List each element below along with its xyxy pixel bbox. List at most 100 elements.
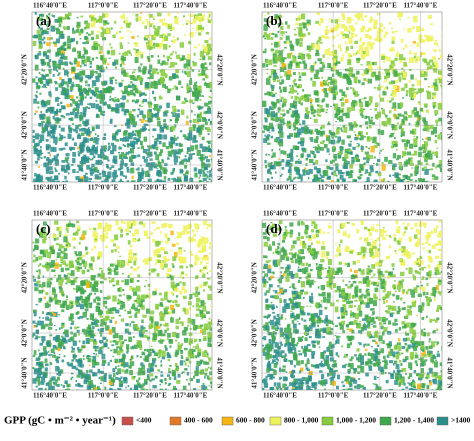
vegetation-patch: [281, 79, 284, 83]
vegetation-patch: [310, 78, 312, 81]
vegetation-patch: [351, 74, 355, 78]
vegetation-patch: [52, 134, 54, 136]
vegetation-patch: [116, 220, 119, 225]
vegetation-patch: [85, 80, 88, 83]
vegetation-patch: [78, 333, 80, 336]
vegetation-patch: [264, 293, 266, 296]
vegetation-patch: [42, 127, 45, 131]
vegetation-patch: [282, 105, 284, 108]
vegetation-patch: [166, 237, 168, 239]
vegetation-patch: [393, 144, 397, 147]
vegetation-patch: [71, 39, 74, 42]
vegetation-patch: [96, 362, 100, 365]
vegetation-patch: [273, 70, 276, 73]
vegetation-patch: [96, 35, 99, 40]
vegetation-patch: [160, 364, 162, 367]
vegetation-patch: [353, 281, 357, 284]
vegetation-patch: [121, 158, 123, 160]
vegetation-patch: [336, 336, 340, 339]
vegetation-patch: [80, 385, 84, 387]
vegetation-patch: [111, 165, 114, 167]
vegetation-patch: [152, 136, 154, 137]
vegetation-patch: [208, 106, 211, 110]
vegetation-patch: [73, 358, 75, 360]
vegetation-patch: [46, 75, 48, 77]
vegetation-patch: [94, 246, 96, 247]
vegetation-patch: [309, 48, 312, 52]
vegetation-patch: [105, 13, 108, 18]
vegetation-patch: [322, 336, 325, 338]
vegetation-patch: [64, 169, 68, 173]
vegetation-patch: [199, 135, 201, 137]
vegetation-patch: [411, 45, 413, 46]
vegetation-patch: [393, 114, 396, 118]
vegetation-patch: [151, 221, 155, 224]
vegetation-patch: [137, 266, 139, 269]
vegetation-patch: [370, 155, 373, 159]
vegetation-patch: [378, 114, 381, 118]
vegetation-patch: [145, 330, 148, 332]
vegetation-patch: [355, 124, 358, 126]
vegetation-patch: [59, 98, 61, 99]
vegetation-patch: [405, 175, 408, 179]
vegetation-patch: [66, 228, 69, 231]
vegetation-patch: [205, 119, 207, 121]
vegetation-patch: [152, 91, 154, 94]
vegetation-patch: [112, 368, 115, 372]
vegetation-patch: [161, 160, 164, 163]
vegetation-patch: [69, 221, 71, 223]
vegetation-patch: [345, 99, 349, 103]
vegetation-patch: [122, 92, 126, 95]
vegetation-patch: [33, 378, 37, 384]
vegetation-patch: [100, 51, 102, 53]
vegetation-patch: [100, 290, 102, 293]
vegetation-patch: [200, 51, 204, 54]
vegetation-patch: [147, 152, 151, 154]
vegetation-patch: [163, 19, 165, 20]
vegetation-patch: [327, 63, 331, 68]
vegetation-patch: [304, 168, 306, 170]
vegetation-patch: [180, 130, 182, 132]
vegetation-patch: [136, 311, 139, 314]
vegetation-patch: [58, 120, 60, 122]
vegetation-patch: [130, 168, 134, 174]
vegetation-patch: [269, 132, 271, 133]
vegetation-patch: [112, 35, 115, 38]
lat-label: 42°20'0"N: [251, 54, 259, 85]
vegetation-patch: [362, 19, 365, 21]
vegetation-patch: [172, 332, 176, 337]
vegetation-patch: [338, 151, 341, 155]
vegetation-patch: [52, 355, 56, 358]
vegetation-patch: [191, 110, 193, 112]
vegetation-patch: [132, 100, 135, 103]
vegetation-patch: [109, 329, 112, 335]
vegetation-patch: [73, 341, 77, 346]
vegetation-patch: [382, 149, 384, 150]
vegetation-patch: [131, 321, 134, 323]
vegetation-patch: [426, 163, 429, 166]
vegetation-patch: [289, 173, 292, 175]
vegetation-patch: [346, 87, 348, 90]
vegetation-patch: [398, 338, 401, 341]
vegetation-patch: [136, 327, 139, 329]
vegetation-patch: [403, 29, 405, 30]
vegetation-patch: [120, 179, 122, 181]
vegetation-patch: [37, 30, 41, 35]
vegetation-patch: [83, 290, 86, 293]
vegetation-patch: [179, 317, 181, 320]
vegetation-patch: [305, 158, 308, 161]
vegetation-patch: [140, 63, 142, 65]
vegetation-patch: [54, 238, 57, 241]
vegetation-patch: [69, 262, 73, 268]
vegetation-patch: [437, 135, 440, 140]
vegetation-patch: [178, 80, 181, 85]
vegetation-patch: [90, 70, 94, 76]
vegetation-patch: [315, 69, 319, 74]
vegetation-patch: [71, 84, 74, 87]
vegetation-patch: [89, 365, 91, 366]
vegetation-patch: [151, 368, 154, 371]
vegetation-patch: [297, 86, 299, 88]
vegetation-patch: [201, 251, 204, 253]
vegetation-patch: [116, 130, 118, 132]
vegetation-patch: [310, 137, 314, 140]
